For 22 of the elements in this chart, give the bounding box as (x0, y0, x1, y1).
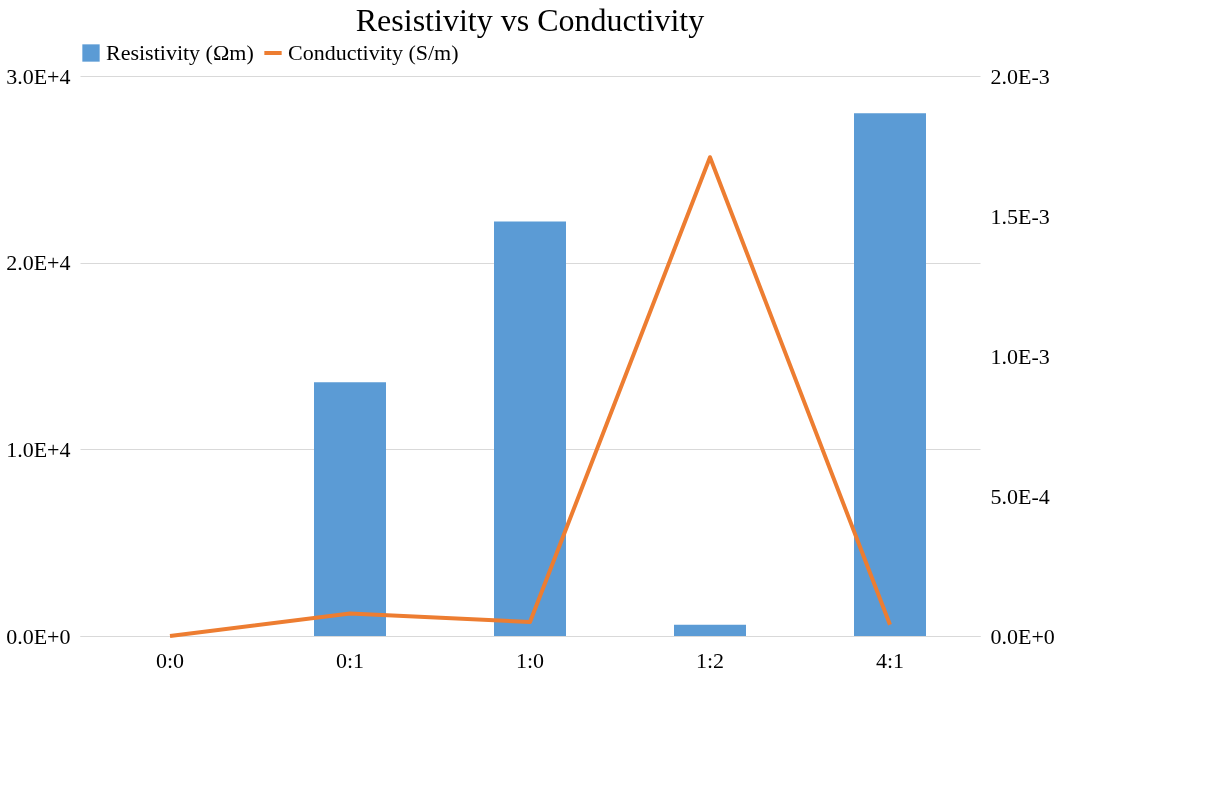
y2-tick-label: 1.5E-3 (990, 203, 1050, 229)
legend-label: Resistivity (Ωm) (106, 40, 254, 65)
x-tick-label: 4:1 (875, 647, 905, 673)
bar (854, 113, 926, 636)
line-series (168, 155, 892, 638)
bar (494, 221, 566, 636)
x-tick-label: 1:2 (695, 647, 725, 673)
chart-title: Resistivity vs Conductivity (355, 2, 705, 38)
x-tick-label: 0:1 (335, 647, 365, 673)
y2-tick-label: 0.0E+0 (990, 623, 1055, 649)
y-tick-label: 0.0E+0 (6, 623, 71, 649)
y2-tick-label: 1.0E-3 (990, 343, 1050, 369)
y2-tick-label: 5.0E-4 (990, 483, 1050, 509)
bar (314, 382, 386, 636)
y-tick-label: 1.0E+4 (6, 436, 71, 462)
y-tick-label: 3.0E+4 (6, 63, 71, 89)
x-tick-label: 0:0 (155, 647, 185, 673)
legend-label: Conductivity (S/m) (288, 40, 459, 65)
bar (674, 624, 746, 636)
y2-tick-label: 2.0E-3 (990, 63, 1050, 89)
x-tick-label: 1:0 (515, 647, 545, 673)
y-tick-label: 2.0E+4 (6, 250, 71, 276)
